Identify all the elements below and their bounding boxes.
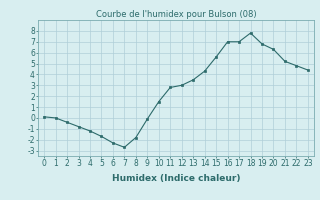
Title: Courbe de l'humidex pour Bulson (08): Courbe de l'humidex pour Bulson (08) — [96, 10, 256, 19]
X-axis label: Humidex (Indice chaleur): Humidex (Indice chaleur) — [112, 174, 240, 183]
